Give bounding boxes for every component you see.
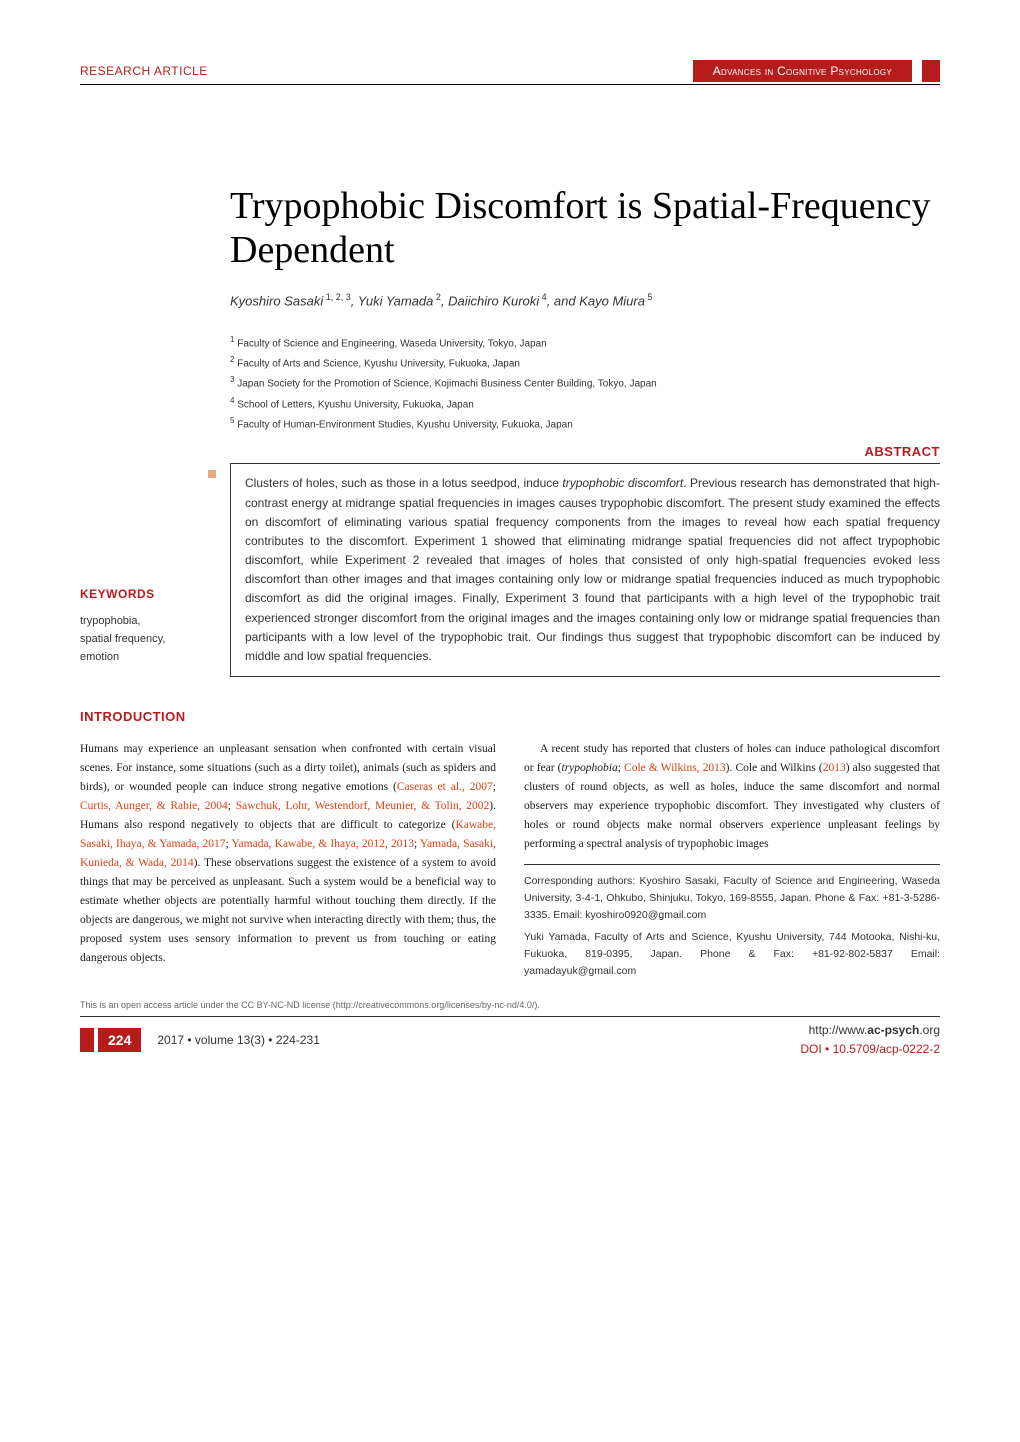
abstract-block: KEYWORDS trypophobia, spatial frequency,… bbox=[230, 463, 940, 677]
journal-name: Advances in Cognitive Psychology bbox=[693, 60, 912, 82]
journal-url[interactable]: http://www.ac-psych.org bbox=[800, 1021, 940, 1040]
abstract-text: Clusters of holes, such as those in a lo… bbox=[245, 474, 940, 666]
body-columns: Humans may experience an unpleasant sens… bbox=[80, 740, 940, 980]
volume-info: 2017 • volume 13(3) • 224-231 bbox=[157, 1033, 320, 1047]
affiliation-4: 4 School of Letters, Kyushu University, … bbox=[230, 394, 940, 414]
marker-square-icon bbox=[208, 470, 216, 478]
column-right: A recent study has reported that cluster… bbox=[524, 740, 940, 980]
journal-banner: Advances in Cognitive Psychology bbox=[693, 60, 940, 82]
corresponding-p2: Yuki Yamada, Faculty of Arts and Science… bbox=[524, 929, 940, 979]
license-text: This is an open access article under the… bbox=[80, 1000, 940, 1016]
intro-paragraph-2: A recent study has reported that cluster… bbox=[524, 740, 940, 854]
page-header: RESEARCH ARTICLE Advances in Cognitive P… bbox=[80, 60, 940, 85]
affiliation-1: 1 Faculty of Science and Engineering, Wa… bbox=[230, 333, 940, 353]
introduction-heading: INTRODUCTION bbox=[80, 709, 940, 724]
page-number: 224 bbox=[98, 1028, 141, 1052]
article-title: Trypophobic Discomfort is Spatial-Freque… bbox=[230, 185, 940, 272]
article-type: RESEARCH ARTICLE bbox=[80, 64, 208, 78]
column-left: Humans may experience an unpleasant sens… bbox=[80, 740, 496, 980]
page-number-block: 224 bbox=[80, 1028, 141, 1052]
abstract-heading: ABSTRACT bbox=[230, 444, 940, 459]
banner-square-icon bbox=[922, 60, 940, 82]
intro-paragraph-1: Humans may experience an unpleasant sens… bbox=[80, 740, 496, 968]
affiliation-5: 5 Faculty of Human-Environment Studies, … bbox=[230, 414, 940, 434]
keywords-list: trypophobia, spatial frequency, emotion bbox=[80, 613, 216, 666]
affiliation-2: 2 Faculty of Arts and Science, Kyushu Un… bbox=[230, 353, 940, 373]
corresponding-author: Corresponding authors: Kyoshiro Sasaki, … bbox=[524, 864, 940, 980]
doi: DOI • 10.5709/acp-0222-2 bbox=[800, 1040, 940, 1059]
keywords-heading: KEYWORDS bbox=[80, 587, 216, 601]
page-footer: 224 2017 • volume 13(3) • 224-231 http:/… bbox=[80, 1016, 940, 1059]
affiliations: 1 Faculty of Science and Engineering, Wa… bbox=[230, 333, 940, 435]
affiliation-3: 3 Japan Society for the Promotion of Sci… bbox=[230, 373, 940, 393]
author-list: Kyoshiro Sasaki 1, 2, 3, Yuki Yamada 2, … bbox=[230, 292, 940, 308]
corresponding-p1: Corresponding authors: Kyoshiro Sasaki, … bbox=[524, 873, 940, 923]
